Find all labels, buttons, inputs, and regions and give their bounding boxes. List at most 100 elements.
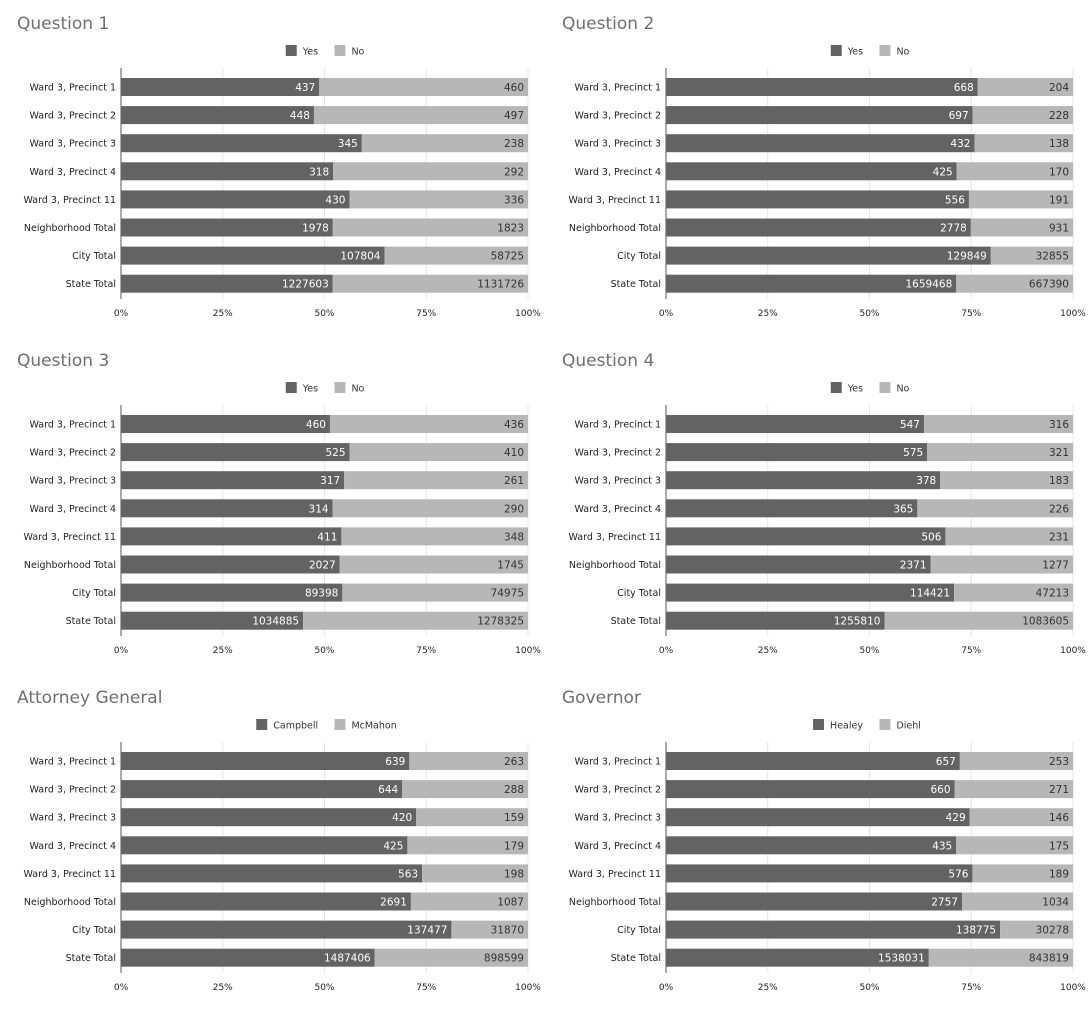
chart-plot: Yes No 0% 25% 50% 75% 100% Ward 3, Precinct 1 54… bbox=[568, 382, 1086, 656]
data-label-yes: 668 bbox=[954, 82, 974, 94]
data-label-no: 58725 bbox=[491, 251, 524, 263]
bar-yes bbox=[666, 78, 978, 96]
data-label-yes: 697 bbox=[949, 110, 969, 122]
chart-question-4: Question 4 Yes No 0% 25% 50% 75% 100% Ward 3, Pr… bbox=[545, 337, 1090, 674]
data-label-no: 931 bbox=[1049, 223, 1069, 235]
bar-no bbox=[970, 218, 1073, 237]
bar-mcmahon bbox=[416, 808, 528, 827]
legend-swatch-campbell bbox=[256, 719, 268, 730]
data-label-yes: 318 bbox=[309, 166, 329, 178]
category-label: Ward 3, Precinct 2 bbox=[30, 785, 116, 796]
data-label-no: 47213 bbox=[1036, 588, 1069, 600]
category-label: Ward 3, Precinct 11 bbox=[568, 532, 661, 543]
bar-yes bbox=[121, 471, 345, 490]
legend-swatch-mcmahon bbox=[334, 719, 346, 730]
bar-no bbox=[974, 134, 1073, 153]
category-label: Ward 3, Precinct 4 bbox=[30, 841, 116, 852]
bar-campbell bbox=[121, 836, 408, 855]
bar-yes bbox=[666, 583, 955, 602]
legend: Campbell McMahon bbox=[256, 719, 397, 732]
category-label: State Total bbox=[611, 279, 661, 290]
legend-swatch-no bbox=[879, 382, 891, 393]
bar-yes bbox=[666, 499, 918, 518]
legend-label-diehl: Diehl bbox=[896, 721, 920, 732]
bar-no bbox=[884, 611, 1073, 630]
data-label-no: 74975 bbox=[491, 588, 524, 600]
category-label: Ward 3, Precinct 1 bbox=[30, 420, 116, 431]
category-label: Ward 3, Precinct 1 bbox=[30, 757, 116, 768]
category-label: Ward 3, Precinct 3 bbox=[575, 476, 661, 487]
data-label-yes: 460 bbox=[306, 419, 326, 431]
category-label: State Total bbox=[611, 953, 661, 964]
bar-diehl bbox=[959, 752, 1073, 770]
bar-no bbox=[954, 583, 1073, 602]
bar-mcmahon bbox=[407, 836, 528, 855]
legend-label-yes: Yes bbox=[847, 47, 863, 58]
data-label-no: 226 bbox=[1049, 503, 1069, 515]
bar-healey bbox=[666, 808, 970, 827]
category-label: Ward 3, Precinct 2 bbox=[575, 111, 661, 122]
data-label-no: 316 bbox=[1049, 419, 1069, 431]
category-label: Ward 3, Precinct 4 bbox=[30, 504, 116, 515]
category-label: Ward 3, Precinct 3 bbox=[30, 139, 116, 150]
data-label-campbell: 1487406 bbox=[324, 953, 371, 965]
category-label: Ward 3, Precinct 2 bbox=[30, 448, 116, 459]
x-tick-label: 100% bbox=[1060, 983, 1086, 993]
bar-no bbox=[332, 218, 528, 237]
data-label-no: 292 bbox=[504, 166, 524, 178]
category-label: Ward 3, Precinct 3 bbox=[30, 813, 116, 824]
bar-no bbox=[349, 190, 528, 209]
bar-diehl bbox=[928, 948, 1073, 967]
bar-diehl bbox=[1000, 920, 1073, 939]
legend-swatch-yes bbox=[285, 382, 297, 393]
category-label: State Total bbox=[66, 279, 116, 290]
legend-swatch-no bbox=[879, 45, 891, 56]
x-tick-label: 50% bbox=[314, 646, 334, 656]
legend-label-yes: Yes bbox=[302, 384, 318, 395]
bar-yes bbox=[121, 246, 385, 265]
data-label-yes: 437 bbox=[295, 82, 315, 94]
data-label-mcmahon: 179 bbox=[504, 840, 524, 852]
data-label-diehl: 271 bbox=[1049, 784, 1069, 796]
chart-title: Governor bbox=[562, 688, 641, 708]
bar-no bbox=[945, 527, 1073, 546]
data-label-yes: 448 bbox=[290, 110, 310, 122]
legend-swatch-no bbox=[334, 45, 346, 56]
x-tick-label: 25% bbox=[213, 309, 233, 319]
bar-diehl bbox=[954, 780, 1073, 799]
data-label-no: 667390 bbox=[1029, 279, 1069, 291]
category-label: Ward 3, Precinct 4 bbox=[575, 504, 661, 515]
bar-no bbox=[940, 471, 1073, 490]
category-label: Ward 3, Precinct 2 bbox=[575, 448, 661, 459]
data-label-yes: 317 bbox=[320, 475, 340, 487]
data-label-mcmahon: 263 bbox=[504, 756, 524, 768]
bar-no bbox=[349, 443, 528, 462]
bar-no bbox=[977, 78, 1073, 96]
category-label: State Total bbox=[611, 616, 661, 627]
data-label-no: 410 bbox=[504, 447, 524, 459]
data-label-no: 1277 bbox=[1042, 560, 1069, 572]
category-label: City Total bbox=[617, 588, 661, 599]
bar-healey bbox=[666, 780, 955, 799]
bar-diehl bbox=[969, 808, 1073, 827]
category-label: Neighborhood Total bbox=[24, 223, 116, 234]
category-label: Ward 3, Precinct 3 bbox=[575, 813, 661, 824]
legend-swatch-healey bbox=[813, 719, 825, 730]
category-label: Ward 3, Precinct 4 bbox=[575, 841, 661, 852]
bar-healey bbox=[666, 948, 929, 967]
data-label-healey: 1538031 bbox=[878, 953, 925, 965]
chart-attorney-general: Attorney General Campbell McMahon 0% 25% 50% 7… bbox=[0, 674, 545, 1011]
data-label-no: 261 bbox=[504, 475, 524, 487]
category-label: City Total bbox=[617, 925, 661, 936]
category-label: City Total bbox=[72, 251, 116, 262]
data-label-yes: 89398 bbox=[305, 588, 338, 600]
category-label: Neighborhood Total bbox=[24, 897, 116, 908]
bar-yes bbox=[121, 555, 340, 574]
legend-label-mcmahon: McMahon bbox=[351, 721, 396, 732]
chart-question-3: Question 3 Yes No 0% 25% 50% 75% 100% Ward 3, Pr… bbox=[0, 337, 545, 674]
bar-campbell bbox=[121, 948, 375, 967]
category-label: Ward 3, Precinct 11 bbox=[568, 195, 661, 206]
bar-yes bbox=[121, 190, 350, 209]
data-label-yes: 2778 bbox=[940, 223, 967, 235]
